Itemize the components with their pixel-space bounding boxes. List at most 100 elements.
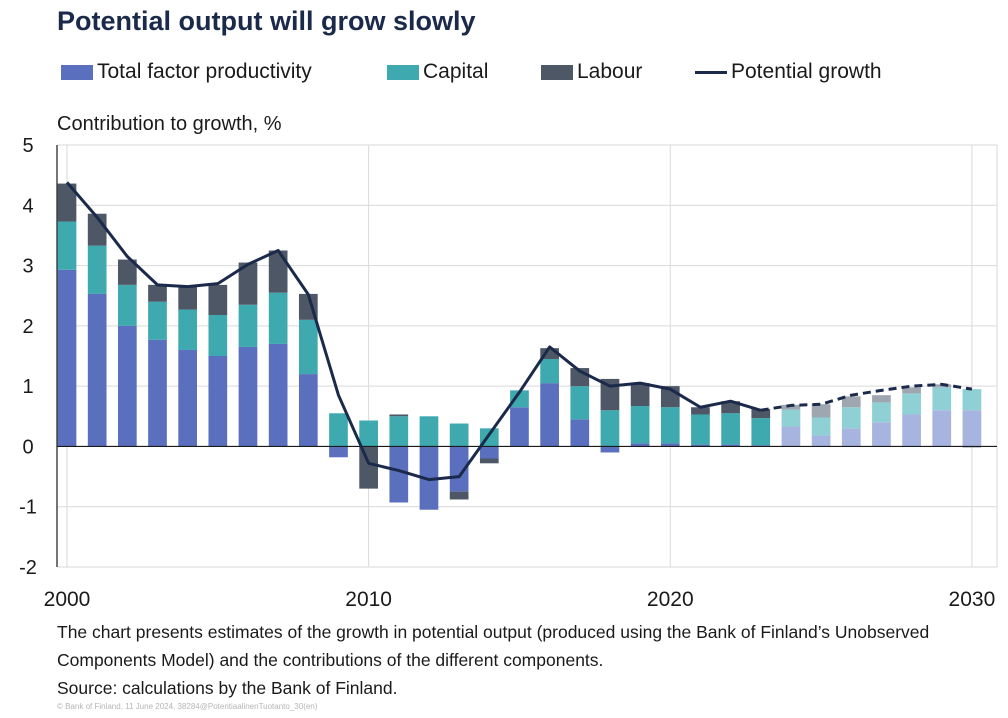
x-tick-label: 2030 (949, 588, 996, 611)
bar-capital-2009 (329, 413, 348, 447)
bar-labour-2002 (117, 259, 137, 285)
bar-capital-2023 (751, 418, 771, 446)
bar-tfp-2021 (691, 444, 710, 447)
bar-tfp-2003 (148, 339, 167, 447)
bar-labour-2021 (691, 407, 710, 415)
bar-capital-2028 (902, 393, 921, 415)
bar-labour-2022 (721, 401, 740, 414)
bar-labour-2003 (148, 284, 167, 302)
bar-tfp-2018 (600, 446, 620, 453)
bar-labour-2011 (389, 414, 409, 417)
bar-capital-2004 (178, 309, 198, 350)
bar-tfp-2011 (389, 446, 409, 503)
legend-swatch-labour (541, 64, 573, 80)
bar-capital-2018 (600, 410, 620, 447)
legend: Total factor productivity Capital Labour… (57, 60, 997, 90)
bar-capital-2012 (419, 416, 439, 447)
bar-labour-2025 (811, 404, 831, 418)
bar-labour-2004 (178, 286, 198, 310)
y-tick-label: 5 (22, 135, 33, 157)
y-axis-title: Contribution to growth, % (57, 113, 282, 135)
bar-capital-2016 (540, 359, 559, 384)
x-tick-label: 2020 (647, 588, 694, 611)
copyright-text: © Bank of Finland, 11 June 2024, 38284@P… (57, 702, 318, 711)
bar-capital-2022 (721, 413, 740, 445)
bar-tfp-2028 (902, 414, 921, 447)
bar-capital-2025 (811, 417, 831, 436)
bar-tfp-2016 (540, 383, 559, 447)
bar-tfp-2020 (660, 443, 680, 447)
potential-growth-forecast-line (760, 382, 973, 412)
bar-labour-2006 (238, 262, 258, 305)
legend-label-labour: Labour (577, 60, 643, 83)
bar-tfp-2002 (117, 325, 137, 447)
legend-label-capital: Capital (423, 60, 489, 83)
bar-capital-2021 (691, 414, 710, 445)
y-tick-label: 2 (22, 316, 33, 338)
y-tick-label: 1 (22, 376, 33, 398)
bar-tfp-2027 (872, 422, 891, 447)
y-tick-label: -1 (19, 497, 37, 519)
bar-capital-2024 (781, 409, 801, 427)
bar-capital-2005 (208, 315, 228, 356)
bar-labour-2019 (630, 383, 650, 407)
legend-swatch-potential (695, 70, 727, 74)
bar-labour-2010 (359, 446, 378, 489)
bar-tfp-2024 (781, 426, 801, 447)
potential-growth-line (65, 181, 762, 482)
bar-labour-2005 (208, 284, 228, 316)
bar-capital-2027 (872, 402, 891, 423)
y-tick-label: 3 (22, 256, 33, 278)
bar-labour-2016 (540, 348, 559, 360)
legend-swatch-tfp (61, 64, 93, 80)
bar-capital-2026 (841, 407, 861, 429)
bar-tfp-2015 (510, 407, 529, 447)
bar-layer (57, 183, 982, 510)
bar-tfp-2008 (298, 374, 318, 447)
bar-labour-2007 (268, 250, 288, 293)
bar-tfp-2022 (721, 444, 740, 447)
y-tick-label: -2 (19, 557, 37, 579)
bar-labour-2013 (449, 491, 469, 500)
legend-item-capital: Capital (387, 60, 488, 84)
bar-labour-2014 (479, 458, 499, 464)
bar-labour-2027 (872, 395, 891, 403)
axis-layer (56, 145, 997, 567)
legend-item-potential: Potential growth (695, 60, 882, 84)
bar-tfp-2025 (811, 435, 831, 447)
bar-tfp-2001 (87, 293, 107, 447)
bar-tfp-2030 (962, 410, 982, 447)
grid-layer (57, 144, 998, 568)
chart-title: Potential output will grow slowly (57, 6, 476, 36)
bar-tfp-2000 (57, 269, 77, 447)
bar-tfp-2014 (479, 446, 499, 459)
bar-labour-2030 (962, 446, 982, 448)
bar-labour-2026 (841, 396, 861, 408)
label-layer: -2 -1 0 1 2 3 4 5 2000 2010 2020 2030 (19, 135, 995, 611)
y-tick-label: 4 (22, 195, 33, 217)
bar-capital-2019 (630, 406, 650, 444)
bar-tfp-2009 (329, 446, 348, 458)
bar-capital-2008 (298, 319, 318, 375)
bar-tfp-2005 (208, 356, 228, 447)
x-tick-label: 2000 (44, 588, 91, 611)
bar-capital-2003 (148, 301, 167, 340)
bar-tfp-2007 (268, 343, 288, 447)
bar-capital-2006 (238, 304, 258, 347)
bar-labour-2023 (751, 409, 771, 419)
bar-capital-2010 (359, 420, 378, 447)
bar-labour-2028 (902, 387, 921, 394)
legend-swatch-capital (387, 64, 419, 80)
legend-label-potential: Potential growth (731, 60, 882, 83)
bar-tfp-2006 (238, 346, 258, 447)
bar-tfp-2023 (751, 445, 771, 447)
legend-item-labour: Labour (541, 60, 642, 84)
bar-capital-2000 (57, 221, 77, 270)
bar-capital-2020 (660, 407, 680, 444)
bar-capital-2015 (510, 390, 529, 408)
x-tick-label: 2010 (345, 588, 392, 611)
bar-capital-2007 (268, 292, 288, 344)
bar-capital-2013 (449, 423, 469, 447)
chart-source: Source: calculations by the Bank of Finl… (57, 678, 398, 698)
